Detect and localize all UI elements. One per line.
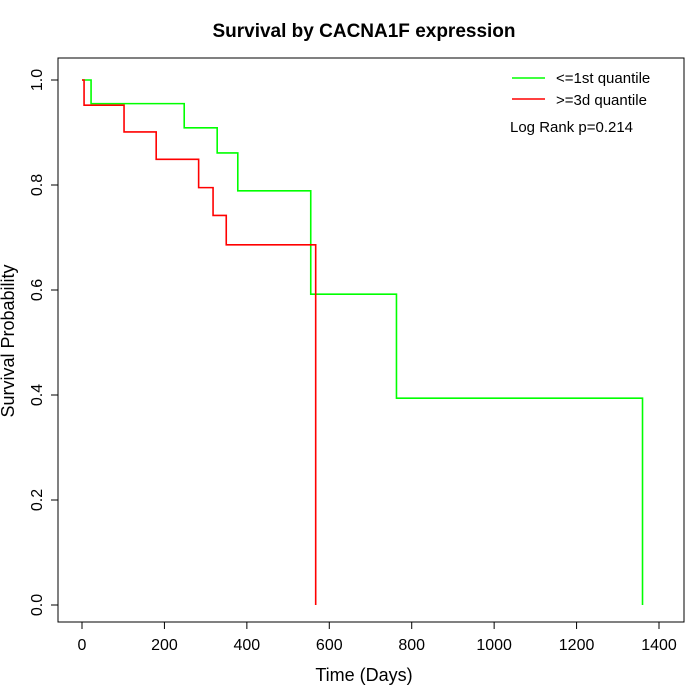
log-rank-annotation: Log Rank p=0.214	[510, 119, 633, 136]
survival-curve-low-quantile	[82, 79, 644, 605]
y-tick-label: 0.0	[29, 594, 46, 616]
plot-frame	[57, 57, 685, 623]
y-axis: 0.0 0.2 0.4 0.6 0.8 1.0	[29, 69, 59, 616]
x-tick-label: 1200	[559, 637, 595, 654]
y-axis-title: Survival Probability	[0, 264, 18, 417]
survival-curve-high-quantile	[82, 79, 317, 605]
x-axis: 0 200 400 600 800 1000 1200 1400	[78, 621, 677, 654]
x-tick-label: 800	[398, 637, 425, 654]
x-tick-label: 1000	[476, 637, 512, 654]
legend-label-low: <=1st quantile	[556, 70, 650, 87]
y-tick-label: 0.6	[29, 279, 46, 301]
x-tick-label: 600	[316, 637, 343, 654]
x-tick-label: 1400	[641, 637, 677, 654]
series-layer	[82, 79, 644, 605]
y-tick-label: 0.8	[29, 174, 46, 196]
y-tick-label: 0.2	[29, 489, 46, 511]
legend-label-high: >=3d quantile	[556, 92, 647, 109]
x-tick-label: 200	[151, 637, 178, 654]
legend: <=1st quantile >=3d quantile	[512, 70, 650, 109]
chart-title: Survival by CACNA1F expression	[212, 21, 515, 42]
x-axis-title: Time (Days)	[315, 665, 412, 685]
x-tick-label: 0	[78, 637, 87, 654]
y-tick-label: 1.0	[29, 69, 46, 91]
x-tick-label: 400	[234, 637, 261, 654]
y-tick-label: 0.4	[29, 384, 46, 406]
